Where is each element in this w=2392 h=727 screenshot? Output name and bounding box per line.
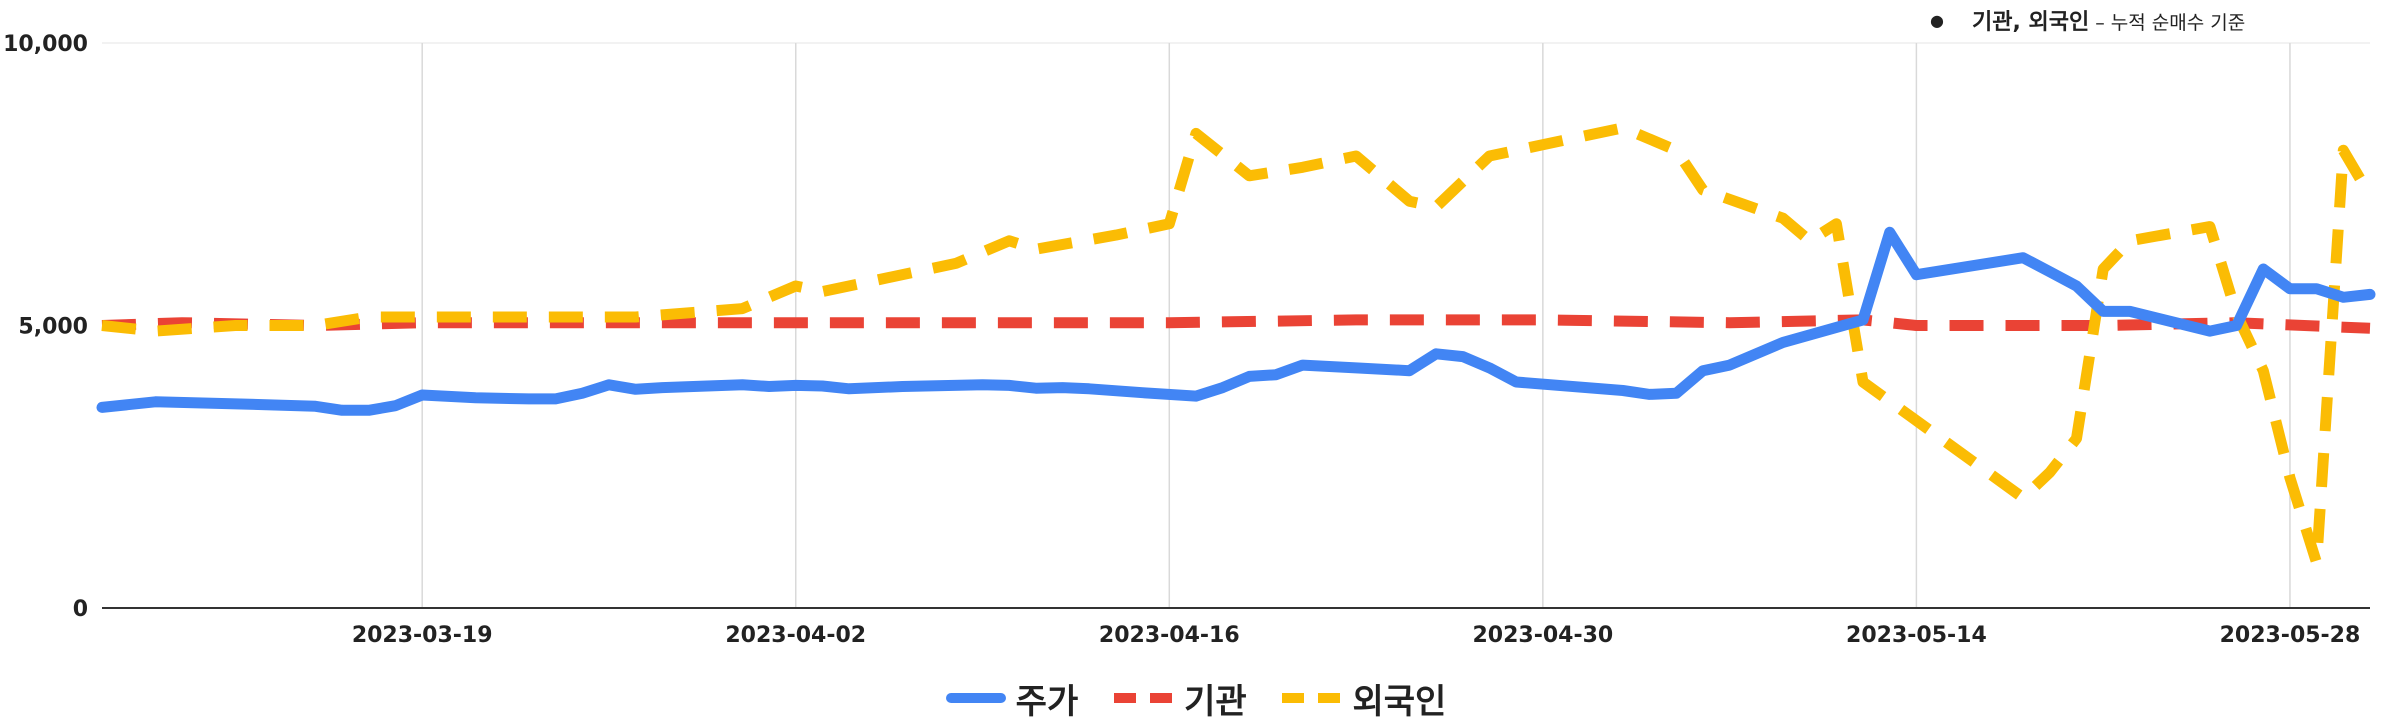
legend-label-price: 주가: [1015, 681, 1079, 722]
legend-label-foreigner: 외국인: [1352, 681, 1447, 722]
x-tick-label: 2023-05-28: [2220, 623, 2361, 648]
legend-swatch-price: [945, 693, 1006, 703]
x-tick-label: 2023-03-19: [352, 623, 493, 648]
legend-item-foreigner: 외국인: [1282, 674, 1446, 723]
note-rest: – 누적 순매수 기준: [2089, 12, 2246, 34]
series-line-foreigner: [101, 122, 2375, 569]
chart-legend: 주가 기관 외국인: [0, 672, 2392, 723]
series-line-institution: [101, 314, 2371, 334]
legend-label-institution: 기관: [1184, 681, 1247, 722]
note-strong: 기관, 외국인: [1971, 10, 2090, 35]
series-line-price: [96, 226, 2376, 416]
x-tick-label: 2023-04-30: [1472, 623, 1613, 648]
note-bullet: ●: [1930, 11, 1944, 30]
x-tick-label: 2023-04-02: [725, 623, 866, 648]
chart-note: ● 기관, 외국인 – 누적 순매수 기준: [1930, 4, 2245, 36]
x-tick-label: 2023-04-16: [1099, 623, 1240, 648]
legend-item-institution: 기관: [1114, 674, 1247, 723]
legend-swatch-foreigner: [1282, 693, 1343, 703]
y-tick-label: 5,000: [18, 315, 88, 340]
legend-item-price: 주가: [945, 674, 1079, 723]
y-tick-label: 0: [73, 597, 88, 622]
x-tick-label: 2023-05-14: [1846, 623, 1987, 648]
y-tick-label: 10,000: [3, 32, 88, 57]
legend-swatch-institution: [1114, 693, 1175, 703]
